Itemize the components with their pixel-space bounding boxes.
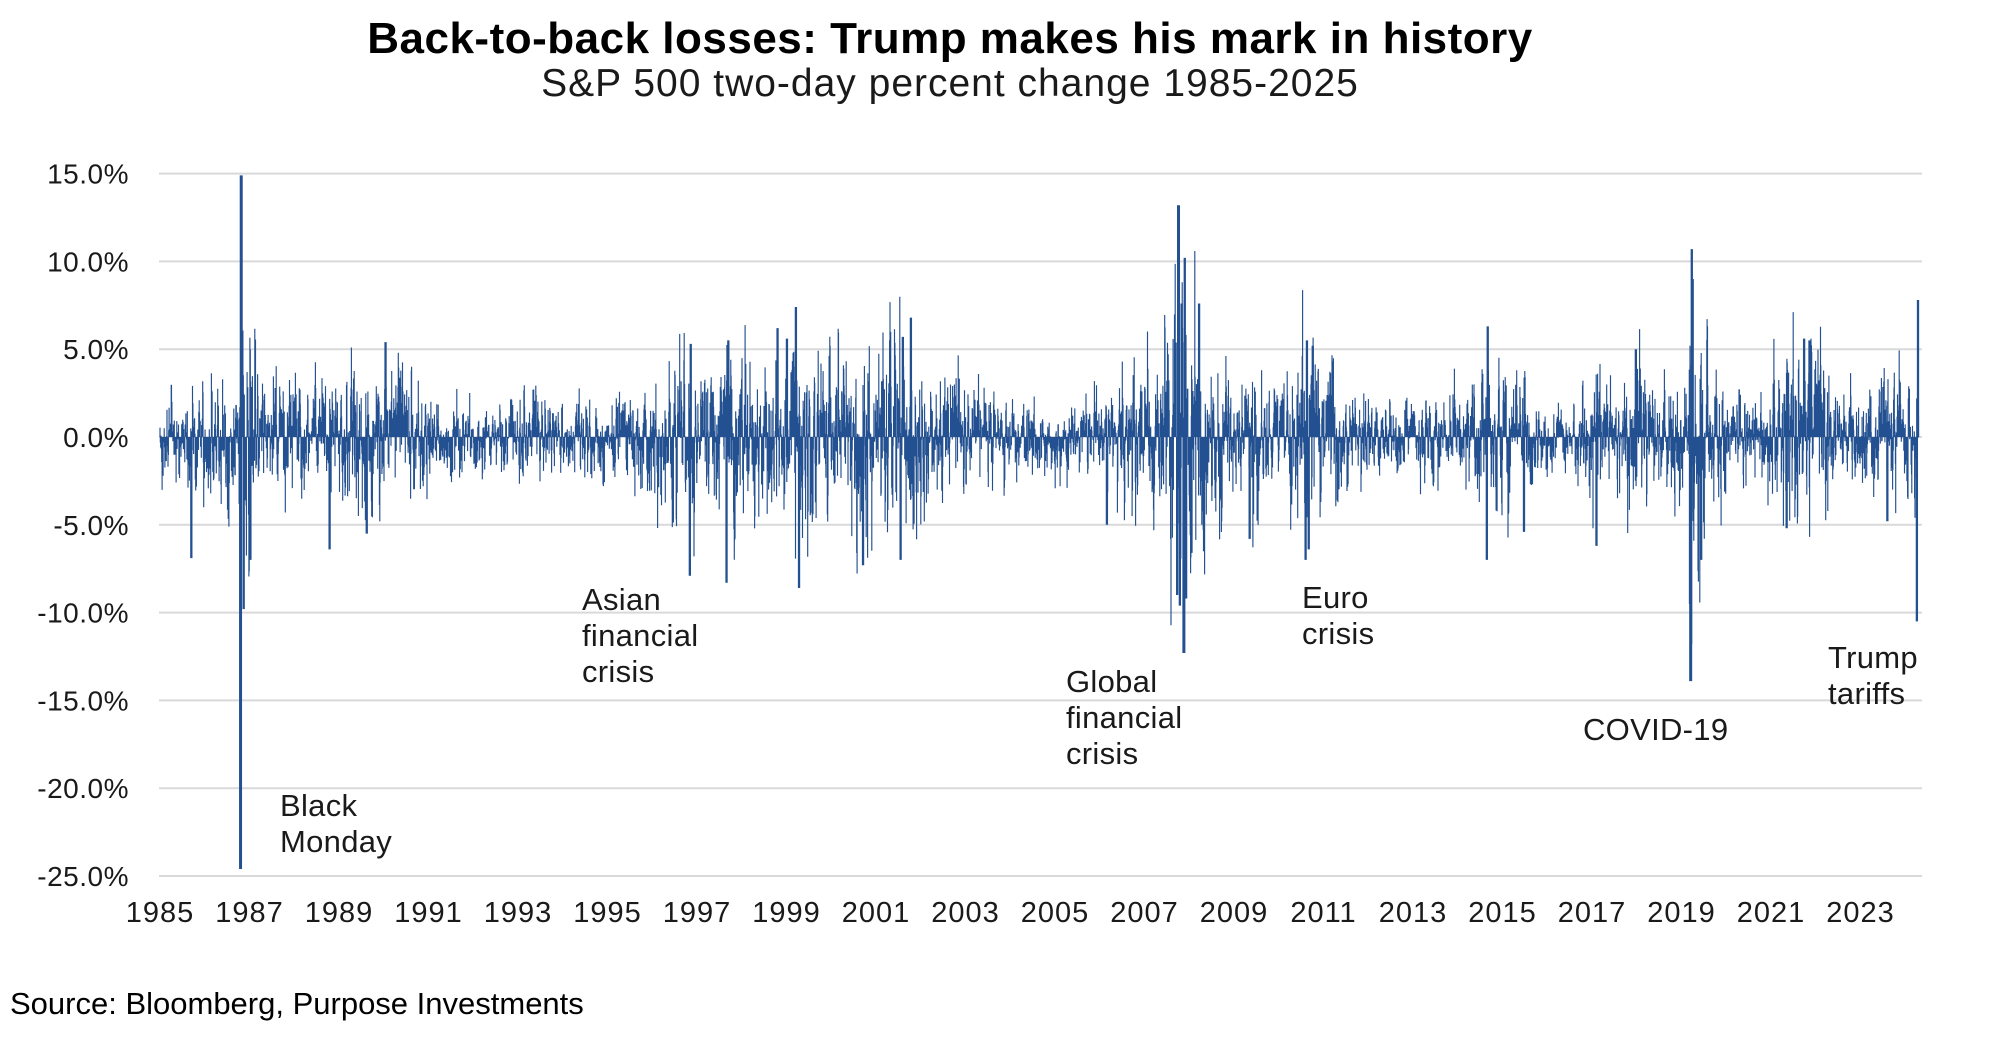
chart-subtitle: S&P 500 two-day percent change 1985-2025 [541,62,1359,105]
svg-text:2007: 2007 [1110,897,1179,929]
svg-text:1989: 1989 [305,897,374,929]
svg-text:2013: 2013 [1379,897,1448,929]
annotation-euro-crisis: Euro crisis [1302,580,1375,651]
svg-text:2019: 2019 [1647,897,1716,929]
chart-title: Back-to-back losses: Trump makes his mar… [367,14,1533,63]
source-text: Source: Bloomberg, Purpose Investments [10,986,584,1021]
svg-text:1991: 1991 [394,897,463,929]
svg-text:10.0%: 10.0% [47,246,129,277]
svg-text:-20.0%: -20.0% [37,773,129,804]
annotation-black-monday: Black Monday [280,788,393,859]
svg-text:-25.0%: -25.0% [37,861,129,892]
svg-text:1995: 1995 [573,897,642,929]
annotation-covid-19: COVID-19 [1583,712,1729,747]
svg-text:1993: 1993 [484,897,553,929]
annotation-asian-financial-crisis: Asian financial crisis [582,582,699,689]
svg-text:15.0%: 15.0% [47,159,129,190]
svg-text:2015: 2015 [1468,897,1537,929]
svg-text:-15.0%: -15.0% [37,685,129,716]
svg-text:1999: 1999 [752,897,821,929]
svg-text:2001: 2001 [842,897,911,929]
annotation-trump-tariffs: Trump tariffs [1828,640,1918,711]
svg-text:2023: 2023 [1826,897,1895,929]
svg-text:1997: 1997 [663,897,732,929]
svg-text:-10.0%: -10.0% [37,598,129,629]
svg-text:2017: 2017 [1558,897,1627,929]
svg-text:2021: 2021 [1737,897,1806,929]
svg-text:-5.0%: -5.0% [53,510,129,541]
svg-text:2009: 2009 [1200,897,1269,929]
svg-text:2005: 2005 [1021,897,1090,929]
svg-text:5.0%: 5.0% [63,334,129,365]
svg-text:0.0%: 0.0% [63,422,129,453]
svg-text:1987: 1987 [215,897,284,929]
svg-text:1985: 1985 [126,897,195,929]
annotation-global-financial-crisis: Global financial crisis [1066,664,1183,771]
svg-text:2003: 2003 [931,897,1000,929]
svg-text:2011: 2011 [1290,897,1356,929]
